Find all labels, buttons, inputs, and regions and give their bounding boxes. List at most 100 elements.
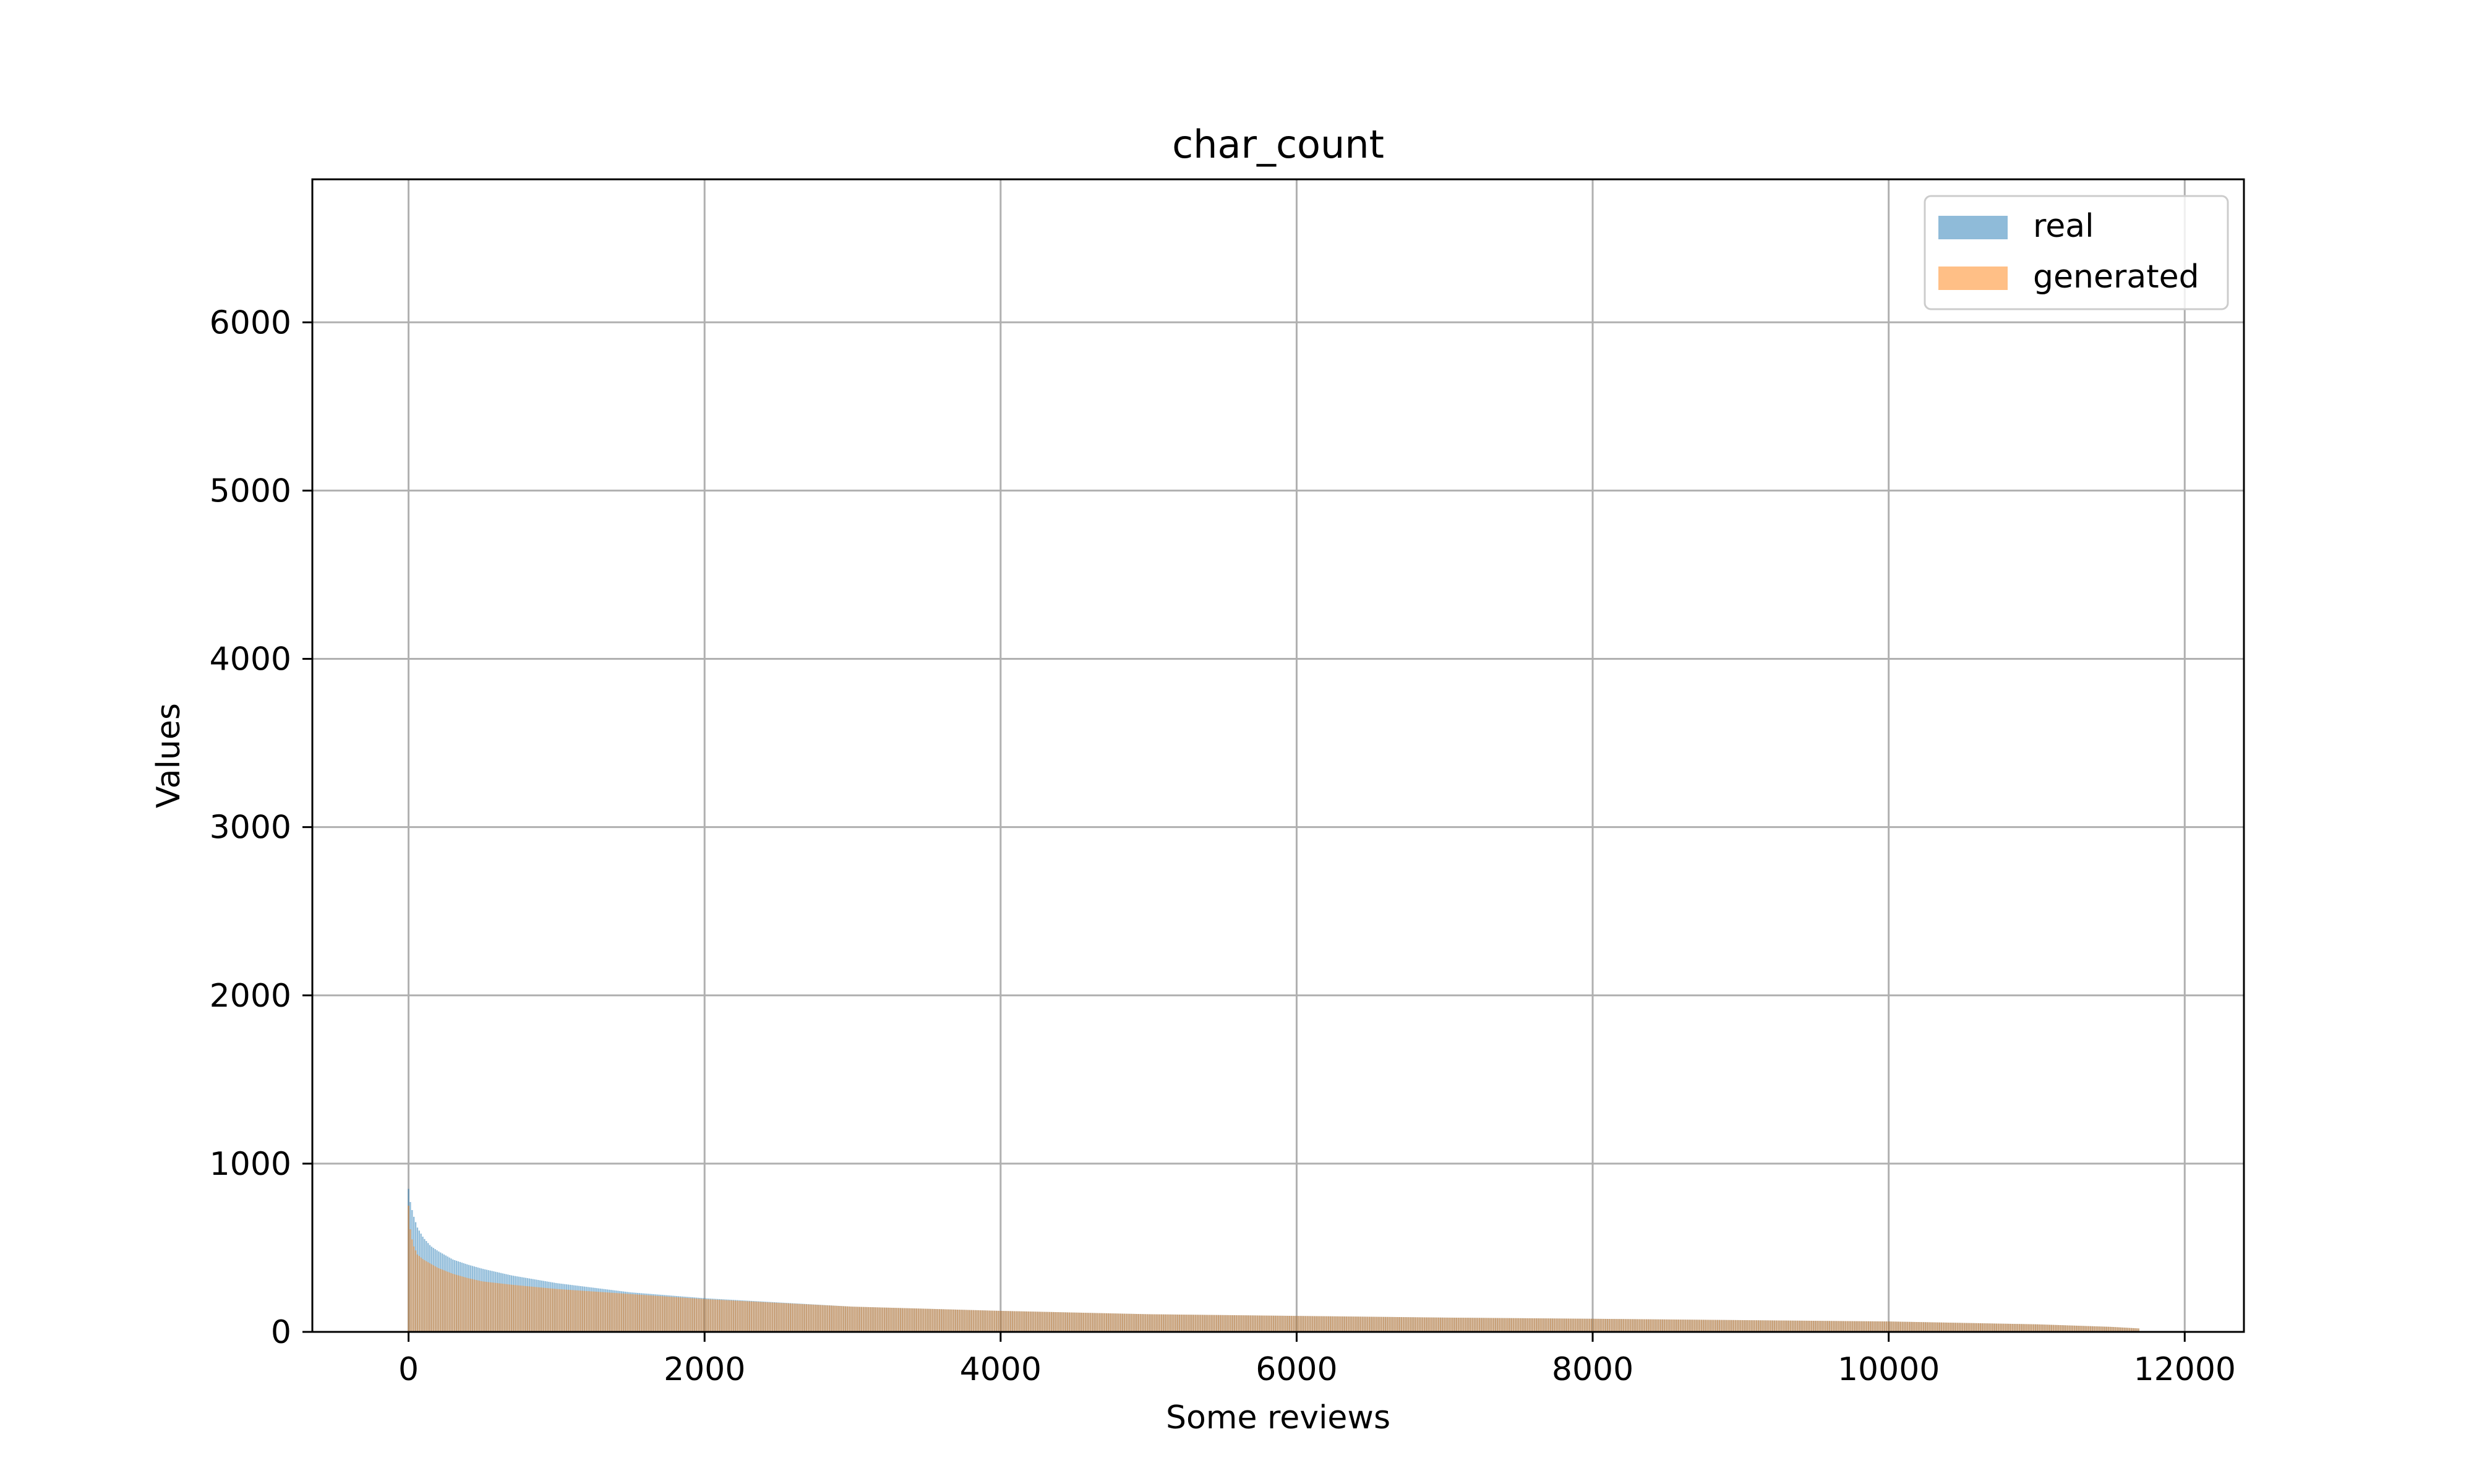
bar-generated	[2058, 1324, 2060, 1332]
bar-generated	[1209, 1315, 1210, 1332]
bar-generated	[1667, 1319, 1669, 1332]
bar-generated	[1526, 1318, 1528, 1332]
bar-generated	[1477, 1318, 1479, 1332]
bar-generated	[1598, 1318, 1599, 1332]
bar-generated	[1633, 1319, 1635, 1332]
bar-generated	[626, 1294, 628, 1332]
bar-generated	[2024, 1324, 2026, 1332]
bar-generated	[1125, 1313, 1127, 1332]
bar-generated	[1251, 1315, 1253, 1332]
bar-generated	[1148, 1314, 1150, 1332]
bar-generated	[1693, 1320, 1695, 1332]
bar-generated	[1791, 1320, 1793, 1332]
bar-generated	[1560, 1318, 1562, 1332]
bar-generated	[1248, 1315, 1250, 1332]
bar-generated	[1303, 1316, 1305, 1332]
bar-generated	[1161, 1314, 1163, 1332]
bar-generated	[1434, 1317, 1436, 1332]
bar-generated	[1617, 1319, 1619, 1332]
bar-generated	[2065, 1325, 2067, 1332]
bar-generated	[813, 1304, 815, 1332]
bar-generated	[1930, 1322, 1932, 1332]
bar-generated	[1367, 1316, 1369, 1332]
bar-generated	[607, 1292, 609, 1332]
bar-generated	[1006, 1311, 1008, 1332]
bar-generated	[1141, 1314, 1143, 1332]
bar-generated	[560, 1289, 562, 1332]
bar-generated	[622, 1293, 625, 1332]
bar-generated	[557, 1289, 559, 1332]
bar-generated	[1855, 1321, 1857, 1332]
bar-generated	[414, 1250, 417, 1332]
bar-generated	[1200, 1315, 1202, 1332]
bar-generated	[1095, 1313, 1097, 1332]
bar-generated	[1599, 1318, 1601, 1332]
bar-generated	[1804, 1320, 1805, 1332]
bar-generated	[1310, 1316, 1312, 1332]
bar-generated	[1914, 1321, 1915, 1332]
bar-generated	[411, 1239, 413, 1332]
bar-generated	[742, 1301, 743, 1332]
bar-generated	[821, 1305, 823, 1332]
bar-generated	[1088, 1313, 1090, 1332]
bar-generated	[763, 1302, 765, 1332]
bar-generated	[571, 1290, 573, 1332]
bar-generated	[1365, 1316, 1367, 1332]
bar-generated	[901, 1308, 904, 1332]
bar-generated	[1775, 1320, 1777, 1332]
bar-generated	[603, 1292, 605, 1332]
bar-generated	[1578, 1318, 1580, 1332]
bar-generated	[820, 1305, 821, 1332]
bar-generated	[1569, 1318, 1571, 1332]
bar-generated	[2111, 1326, 2113, 1332]
bar-generated	[1257, 1315, 1259, 1332]
bar-generated	[717, 1300, 719, 1332]
bar-generated	[624, 1294, 627, 1332]
bar-generated	[1644, 1319, 1646, 1332]
bar-generated	[1575, 1318, 1577, 1332]
bar-generated	[1102, 1313, 1104, 1332]
bar-generated	[596, 1292, 598, 1332]
bar-generated	[1212, 1315, 1214, 1332]
bar-generated	[1486, 1318, 1487, 1332]
bar-generated	[1976, 1323, 1978, 1332]
bar-generated	[873, 1307, 875, 1332]
bar-generated	[1706, 1320, 1708, 1332]
bar-generated	[926, 1308, 928, 1332]
bar-generated	[720, 1300, 722, 1332]
bar-generated	[1894, 1321, 1896, 1332]
bar-generated	[1873, 1321, 1875, 1332]
bar-generated	[1915, 1321, 1917, 1332]
bar-generated	[1457, 1318, 1459, 1332]
bar-generated	[1573, 1318, 1575, 1332]
bar-generated	[871, 1307, 873, 1332]
bar-generated	[436, 1267, 438, 1332]
bar-generated	[493, 1282, 495, 1332]
bar-generated	[1962, 1323, 1964, 1332]
bar-generated	[732, 1300, 735, 1332]
bar-generated	[469, 1279, 472, 1332]
bar-generated	[1422, 1317, 1424, 1332]
bar-generated	[1404, 1317, 1406, 1332]
bar-generated	[542, 1287, 544, 1332]
bar-generated	[455, 1274, 458, 1332]
bar-generated	[942, 1309, 944, 1332]
bar-generated	[484, 1281, 486, 1332]
bar-generated	[2020, 1324, 2022, 1332]
bar-generated	[1267, 1315, 1269, 1332]
bar-generated	[594, 1291, 596, 1332]
bar-generated	[1921, 1322, 1923, 1332]
bar-generated	[564, 1289, 566, 1332]
bar-generated	[827, 1305, 829, 1332]
bar-generated	[1738, 1320, 1740, 1332]
bar-generated	[1413, 1317, 1415, 1332]
bar-generated	[880, 1307, 882, 1332]
bar-generated	[1382, 1316, 1385, 1332]
bar-generated	[889, 1307, 891, 1332]
bar-generated	[1079, 1312, 1081, 1332]
bar-generated	[1622, 1319, 1624, 1332]
bar-generated	[1432, 1317, 1434, 1332]
bar-generated	[912, 1308, 914, 1332]
bar-generated	[1150, 1314, 1152, 1332]
bar-generated	[1313, 1316, 1316, 1332]
